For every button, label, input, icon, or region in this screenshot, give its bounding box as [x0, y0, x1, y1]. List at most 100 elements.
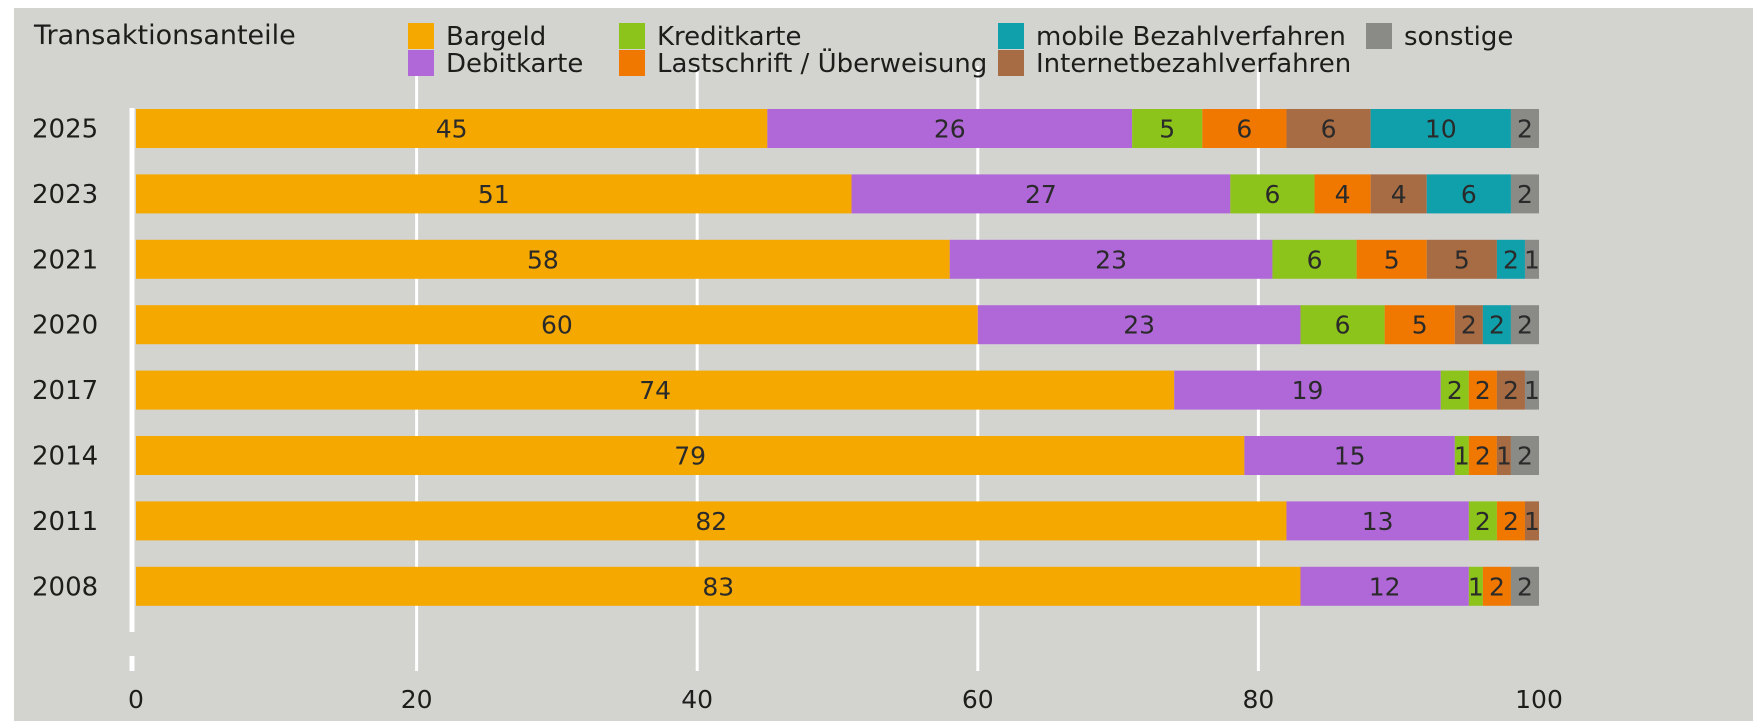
year-label-2021: 2021 — [32, 245, 98, 275]
legend-item-sonstige: sonstige — [1366, 22, 1513, 52]
x-tick-label-60: 60 — [962, 685, 994, 714]
legend-label-lastschrift-überweisung: Lastschrift / Überweisung — [657, 47, 987, 79]
bar-segment-lastschrift-überweisung-2008 — [1482, 566, 1511, 606]
bar-row-2017: 74 19 2 2 2 1 — [136, 370, 1540, 410]
data-label-sonstige-2008: 2 — [1517, 572, 1533, 601]
bar-segment-mobile-bezahlverfahren-2025 — [1370, 109, 1511, 148]
bar-segment-internetbezahlverfahren-2023 — [1370, 174, 1427, 214]
legend-label-bargeld: Bargeld — [446, 22, 546, 52]
data-label-internetbezahlverfahren-2025: 6 — [1321, 115, 1337, 144]
bar-segment-debitkarte-2008 — [1300, 566, 1469, 606]
bar-segment-internetbezahlverfahren-2025 — [1286, 109, 1371, 148]
bar-row-2021: 58 23 6 5 5 2 1 — [136, 239, 1540, 279]
bar-segment-internetbezahlverfahren-2014 — [1496, 436, 1511, 475]
x-tick-label-80: 80 — [1242, 685, 1274, 714]
data-label-mobile-bezahlverfahren-2020: 2 — [1489, 311, 1505, 340]
data-label-bargeld-2025: 45 — [436, 115, 468, 144]
chart-title: Transaktionsanteile — [33, 20, 296, 51]
data-label-kreditkarte-2017: 2 — [1447, 376, 1463, 405]
bar-segment-internetbezahlverfahren-2020 — [1454, 305, 1483, 345]
data-label-kreditkarte-2025: 5 — [1159, 115, 1175, 144]
bar-row-2011: 82 13 2 2 1 — [136, 501, 1540, 541]
data-label-mobile-bezahlverfahren-2023: 6 — [1461, 180, 1477, 209]
data-label-lastschrift-überweisung-2017: 2 — [1475, 376, 1491, 405]
data-label-debitkarte-2014: 15 — [1334, 442, 1366, 471]
data-label-bargeld-2023: 51 — [478, 180, 510, 209]
bar-segment-sonstige-2020 — [1510, 305, 1539, 345]
legend-item-debitkarte: Debitkarte — [408, 49, 583, 79]
data-label-bargeld-2020: 60 — [541, 311, 573, 340]
data-label-sonstige-2021: 1 — [1524, 245, 1540, 274]
bar-segment-bargeld-2023 — [136, 174, 852, 214]
bar-segment-kreditkarte-2020 — [1300, 305, 1385, 345]
year-label-2017: 2017 — [32, 376, 98, 406]
bar-segment-bargeld-2014 — [136, 436, 1245, 475]
bar-segment-kreditkarte-2025 — [1132, 109, 1203, 148]
legend-swatch-debitkarte — [408, 50, 434, 76]
bar-segment-lastschrift-überweisung-2020 — [1384, 305, 1455, 345]
data-label-sonstige-2014: 2 — [1517, 442, 1533, 471]
bar-segment-lastschrift-überweisung-2014 — [1468, 436, 1497, 475]
data-label-lastschrift-überweisung-2011: 2 — [1503, 507, 1519, 536]
data-label-debitkarte-2023: 27 — [1025, 180, 1057, 209]
bar-segment-debitkarte-2020 — [977, 305, 1301, 345]
data-label-bargeld-2014: 79 — [674, 442, 706, 471]
x-tick-label-20: 20 — [401, 685, 433, 714]
bar-row-2008: 83 12 1 2 2 — [136, 566, 1539, 606]
bar-segment-debitkarte-2021 — [949, 239, 1273, 279]
legend-label-debitkarte: Debitkarte — [446, 49, 583, 79]
bar-segment-lastschrift-überweisung-2023 — [1314, 174, 1371, 214]
x-tick-label-100: 100 — [1515, 685, 1563, 714]
data-label-sonstige-2020: 2 — [1517, 311, 1533, 340]
bar-segment-debitkarte-2025 — [767, 109, 1133, 148]
data-label-bargeld-2011: 82 — [695, 507, 727, 536]
data-label-kreditkarte-2008: 1 — [1468, 572, 1484, 601]
data-label-lastschrift-überweisung-2023: 4 — [1335, 180, 1351, 209]
bar-row-2023: 51 27 6 4 4 6 2 — [136, 174, 1539, 214]
bar-segment-kreditkarte-2014 — [1454, 436, 1469, 475]
bar-segment-lastschrift-überweisung-2025 — [1202, 109, 1287, 148]
bar-segment-sonstige-2017 — [1524, 370, 1539, 410]
data-label-sonstige-2017: 1 — [1524, 376, 1540, 405]
bar-segment-internetbezahlverfahren-2017 — [1496, 370, 1525, 410]
bar-segment-kreditkarte-2011 — [1468, 501, 1497, 541]
legend-swatch-kreditkarte — [619, 23, 645, 49]
x-tick-label-40: 40 — [681, 685, 713, 714]
data-label-mobile-bezahlverfahren-2021: 2 — [1503, 245, 1519, 274]
data-label-bargeld-2008: 83 — [702, 572, 734, 601]
bar-segment-debitkarte-2017 — [1174, 370, 1441, 410]
data-label-kreditkarte-2011: 2 — [1475, 507, 1491, 536]
bar-segment-debitkarte-2014 — [1244, 436, 1455, 475]
bar-segment-bargeld-2021 — [136, 239, 950, 279]
bar-segment-sonstige-2023 — [1510, 174, 1539, 214]
bar-segment-kreditkarte-2008 — [1468, 566, 1483, 606]
year-label-2011: 2011 — [32, 507, 98, 537]
year-label-2014: 2014 — [32, 442, 98, 472]
bar-segment-bargeld-2025 — [136, 109, 768, 148]
data-label-kreditkarte-2021: 6 — [1307, 245, 1323, 274]
bar-segment-kreditkarte-2017 — [1440, 370, 1469, 410]
legend-swatch-internetbezahlverfahren — [998, 50, 1024, 76]
year-label-2023: 2023 — [32, 180, 98, 210]
data-label-lastschrift-überweisung-2021: 5 — [1384, 245, 1400, 274]
year-label-2025: 2025 — [32, 115, 98, 145]
bar-segment-bargeld-2008 — [136, 566, 1301, 606]
bar-segment-sonstige-2021 — [1524, 239, 1539, 279]
bar-segment-mobile-bezahlverfahren-2021 — [1496, 239, 1525, 279]
legend-item-internetbezahlverfahren: Internetbezahlverfahren — [998, 49, 1351, 79]
data-label-internetbezahlverfahren-2021: 5 — [1454, 245, 1470, 274]
bar-segment-lastschrift-überweisung-2017 — [1468, 370, 1497, 410]
legend-item-kreditkarte: Kreditkarte — [619, 22, 802, 52]
data-label-kreditkarte-2023: 6 — [1264, 180, 1280, 209]
bar-row-2020: 60 23 6 5 2 2 2 — [136, 305, 1539, 345]
data-label-sonstige-2025: 2 — [1517, 115, 1533, 144]
legend-item-bargeld: Bargeld — [408, 22, 546, 52]
year-label-2008: 2008 — [32, 572, 98, 602]
data-label-bargeld-2021: 58 — [527, 245, 559, 274]
bar-segment-sonstige-2025 — [1510, 109, 1539, 148]
stacked-bar-chart: Transaktionsanteile 45 26 5 6 6 10 251 27 6 4 4 6 25… — [32, 20, 1563, 714]
bar-segment-bargeld-2017 — [136, 370, 1175, 410]
legend-item-lastschrift-überweisung: Lastschrift / Überweisung — [619, 47, 987, 79]
year-label-2020: 2020 — [32, 311, 98, 341]
